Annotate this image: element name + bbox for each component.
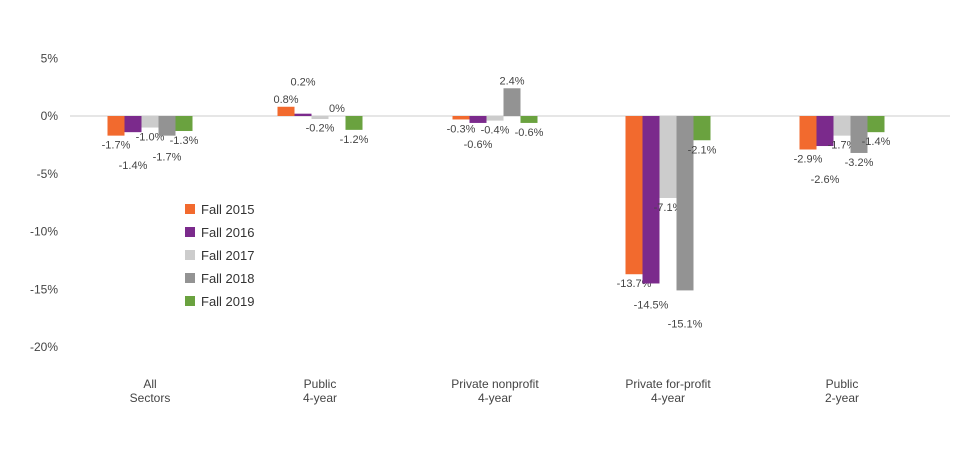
y-tick-label: -5% [37,167,59,181]
data-label: -14.5% [634,299,669,311]
data-label: -1.4% [862,136,891,148]
data-label: 0% [329,103,345,115]
legend-label: Fall 2017 [201,248,254,263]
bar [867,116,885,133]
data-label: -0.2% [306,122,335,134]
legend-label: Fall 2016 [201,225,254,240]
bar [486,116,504,121]
data-label: -0.4% [481,125,510,137]
data-label: 0.2% [290,77,315,89]
bar [659,116,677,199]
bar [141,116,159,128]
bar [124,116,142,133]
x-tick-label: Private nonprofit [451,377,539,391]
bar [693,116,711,141]
x-tick-label: All [143,377,156,391]
data-label: -0.6% [515,127,544,139]
legend-label: Fall 2019 [201,294,254,309]
x-tick-label: 4-year [478,391,512,405]
bar [503,88,521,116]
data-label: -1.7% [828,140,857,152]
legend-label: Fall 2015 [201,202,254,217]
bar [625,116,643,275]
x-tick-label: 4-year [303,391,337,405]
bar [452,116,470,120]
data-label: -1.3% [170,135,199,147]
legend-swatch [185,204,195,214]
y-tick-label: -15% [30,282,58,296]
bar [175,116,193,132]
legend-label: Fall 2018 [201,271,254,286]
x-tick-label: Sectors [130,391,171,405]
bar [816,116,834,147]
x-tick-label: 2-year [825,391,859,405]
data-label: -2.6% [811,174,840,186]
legend-swatch [185,273,195,283]
x-tick-label: Public [826,377,859,391]
bar [833,116,851,136]
x-tick-label: 4-year [651,391,685,405]
y-tick-label: -10% [30,225,58,239]
bar [311,116,329,119]
data-label: -0.3% [447,123,476,135]
data-label: -15.1% [668,318,703,330]
bar [107,116,125,136]
x-tick-label: Public [304,377,337,391]
bar [520,116,538,123]
legend-swatch [185,227,195,237]
data-label: -1.7% [153,152,182,164]
bar [676,116,694,291]
data-label: 0.8% [273,94,298,106]
bar [277,106,295,116]
data-label: -2.1% [688,144,717,156]
data-label: -7.1% [654,202,683,214]
bar [469,116,487,123]
legend-swatch [185,296,195,306]
bar [158,116,176,136]
y-tick-label: -20% [30,340,58,354]
bar [850,116,868,153]
data-label: -3.2% [845,157,874,169]
legend-swatch [185,250,195,260]
bar [294,113,312,116]
data-label: -1.0% [136,132,165,144]
data-label: -1.2% [340,134,369,146]
y-tick-label: 5% [41,51,59,65]
bar [345,116,363,130]
data-label: -2.9% [794,153,823,165]
bar [799,116,817,150]
data-label: -1.4% [119,160,148,172]
data-label: 2.4% [499,75,524,87]
bar [642,116,660,284]
data-label: -0.6% [464,139,493,151]
data-label: -1.7% [102,140,131,152]
x-tick-label: Private for-profit [625,377,711,391]
y-tick-label: 0% [41,109,59,123]
